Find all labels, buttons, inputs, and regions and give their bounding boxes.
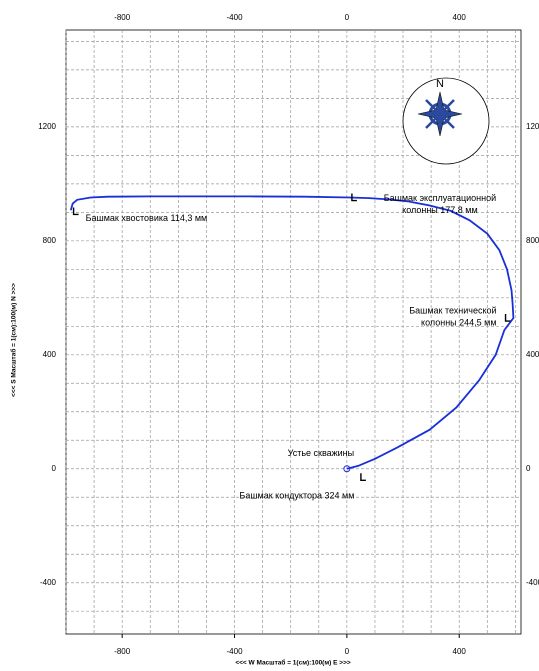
annotation: колонны 244,5 мм <box>421 317 497 327</box>
y-axis-title: <<< S Масштаб = 1(см):100(м) N >>> <box>10 283 18 397</box>
wellhead-marker <box>343 465 351 473</box>
y-tick-label: -400 <box>40 578 57 587</box>
x-axis-title: <<< W Масштаб = 1(см):100(м) E >>> <box>235 659 351 667</box>
shoe-marker <box>72 207 79 216</box>
y-tick-label: -400 <box>526 578 539 587</box>
x-tick-label: -400 <box>227 13 244 22</box>
y-tick-label: 1200 <box>38 122 56 131</box>
shoe-marker <box>351 193 357 202</box>
x-tick-label: -800 <box>114 13 131 22</box>
y-tick-label: 400 <box>526 350 539 359</box>
x-tick-label: -400 <box>227 647 244 656</box>
annotation: Башмак эксплуатационной <box>384 193 496 203</box>
annotation: Башмак кондуктора 324 мм <box>239 491 354 501</box>
x-tick-label: 400 <box>453 13 467 22</box>
x-tick-label: 400 <box>453 647 467 656</box>
annotation: колонны 177,8 мм <box>402 205 478 215</box>
shoe-marker <box>360 473 366 482</box>
compass: N <box>402 77 490 165</box>
trajectory-line <box>69 195 515 470</box>
y-tick-label: 0 <box>52 464 57 473</box>
annotation: Башмак технической <box>409 305 496 315</box>
y-tick-label: 800 <box>43 236 57 245</box>
annotation: Устье скважины <box>288 448 355 458</box>
x-tick-label: 0 <box>345 647 350 656</box>
compass-label: N <box>436 78 444 90</box>
y-tick-label: 1200 <box>526 122 539 131</box>
shoe-marker <box>504 314 511 322</box>
y-tick-label: 0 <box>526 464 531 473</box>
y-tick-label: 400 <box>43 350 57 359</box>
x-tick-label: 0 <box>345 13 350 22</box>
y-tick-label: 800 <box>526 236 539 245</box>
annotation: Башмак хвостовика 114,3 мм <box>86 213 208 223</box>
x-tick-label: -800 <box>114 647 131 656</box>
